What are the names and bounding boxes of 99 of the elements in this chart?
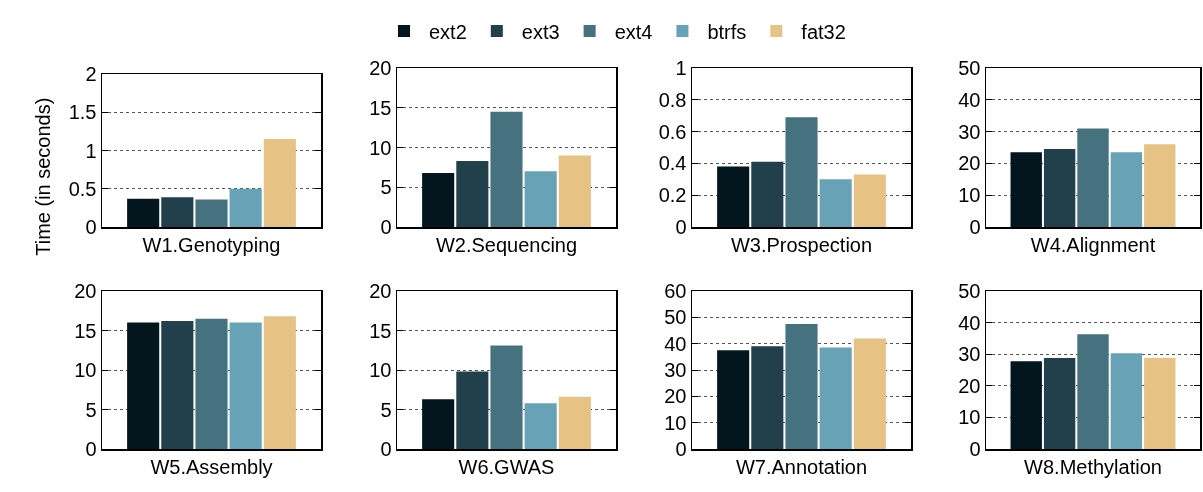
- bar: [751, 346, 784, 449]
- y-tick-label: 40: [958, 311, 981, 334]
- bar: [456, 161, 489, 227]
- bar: [1110, 152, 1143, 227]
- bar: [161, 321, 194, 449]
- x-axis-title: W8.Methylation: [1024, 455, 1162, 478]
- y-tick-label: 0: [380, 216, 392, 238]
- y-tick-label: 50: [958, 280, 981, 302]
- y-tick-label: 10: [664, 411, 687, 434]
- bar: [422, 172, 455, 227]
- y-tick-label: 20: [369, 57, 392, 79]
- y-tick-label: 1: [85, 139, 97, 162]
- bar: [524, 171, 557, 227]
- legend-label: fat32: [801, 20, 846, 43]
- y-tick-label: 0: [380, 438, 392, 460]
- y-tick-label: 0: [675, 216, 687, 238]
- x-axis-title: W7.Annotation: [735, 455, 868, 478]
- bar: [853, 174, 886, 227]
- y-tick-label: 10: [958, 184, 981, 207]
- y-tick-label: 30: [958, 343, 981, 366]
- bar: [229, 188, 262, 227]
- y-tick-label: 5: [380, 398, 392, 421]
- bar: [127, 198, 160, 227]
- y-tick-label: 0: [969, 216, 981, 238]
- y-tick-label: 10: [74, 359, 97, 381]
- bar: [785, 323, 818, 449]
- x-axis-title: W4.Alignment: [1030, 233, 1156, 256]
- bar: [1144, 144, 1176, 227]
- y-tick-label: 0: [675, 438, 687, 460]
- bar: [717, 166, 750, 227]
- y-tick-label: 10: [958, 406, 981, 429]
- y-tick-label: 1.5: [68, 101, 97, 124]
- bar: [717, 350, 750, 449]
- y-tick-label: 2: [85, 63, 97, 85]
- x-axis-title: W6.GWAS: [458, 455, 555, 478]
- bar: [524, 403, 557, 449]
- y-tick-label: 20: [958, 152, 981, 175]
- bar: [819, 179, 852, 227]
- y-tick-label: 0: [85, 216, 97, 238]
- bar: [1144, 357, 1176, 449]
- y-tick-label: 0: [969, 438, 981, 460]
- bar: [751, 161, 784, 227]
- y-tick-label: 30: [664, 359, 687, 381]
- x-axis-title: W3.Prospection: [730, 233, 873, 256]
- bar: [422, 399, 455, 449]
- y-tick-label: 15: [369, 96, 392, 119]
- legend-label: ext4: [614, 20, 653, 43]
- y-tick-label: 20: [958, 374, 981, 397]
- y-tick-label: 50: [958, 57, 981, 79]
- bar: [1110, 353, 1143, 449]
- bar: [456, 371, 489, 449]
- bar: [558, 155, 591, 227]
- bar: [195, 199, 228, 227]
- y-tick-label: 0.5: [68, 177, 97, 200]
- bar: [263, 316, 296, 449]
- y-tick-label: 30: [958, 120, 981, 143]
- bar: [1043, 357, 1076, 449]
- bar: [161, 197, 194, 227]
- bar: [490, 345, 523, 449]
- y-tick-label: 40: [664, 332, 687, 355]
- legend-label: ext3: [521, 20, 560, 43]
- bar: [558, 396, 591, 449]
- y-tick-label: 10: [369, 359, 392, 381]
- y-tick-label: 40: [958, 88, 981, 111]
- y-tick-label: 20: [369, 280, 392, 302]
- y-tick-label: 0: [85, 438, 97, 460]
- bar: [1010, 361, 1042, 449]
- y-tick-label: 0.8: [658, 88, 687, 111]
- bar: [1077, 128, 1109, 227]
- y-tick-label: 0.4: [658, 152, 687, 175]
- y-tick-label: 20: [74, 280, 97, 302]
- bar: [1077, 334, 1109, 449]
- y-axis-title: Time (in seconds): [32, 97, 55, 256]
- x-axis-title: W5.Assembly: [150, 455, 273, 478]
- bar: [785, 117, 818, 227]
- bar: [263, 139, 296, 227]
- bar: [1010, 152, 1042, 227]
- y-tick-label: 60: [664, 280, 687, 302]
- y-tick-label: 10: [369, 136, 392, 159]
- legend-label: ext2: [429, 20, 467, 43]
- bar: [127, 322, 160, 449]
- y-tick-label: 0.6: [658, 120, 687, 143]
- y-tick-label: 20: [664, 385, 687, 408]
- y-tick-label: 1: [675, 57, 687, 79]
- bar: [1043, 149, 1076, 227]
- bar: [229, 322, 262, 449]
- y-tick-label: 50: [664, 306, 687, 329]
- bar: [490, 111, 523, 227]
- y-tick-label: 5: [85, 398, 97, 421]
- y-tick-label: 0.2: [658, 184, 687, 207]
- x-axis-title: W1.Genotyping: [142, 233, 281, 256]
- bar: [853, 338, 886, 449]
- y-tick-label: 5: [380, 176, 392, 199]
- y-tick-label: 15: [74, 319, 97, 342]
- bar: [819, 347, 852, 449]
- legend-label: btrfs: [707, 20, 747, 43]
- bar: [195, 318, 228, 449]
- x-axis-title: W2.Sequencing: [435, 233, 578, 256]
- y-tick-label: 15: [369, 319, 392, 342]
